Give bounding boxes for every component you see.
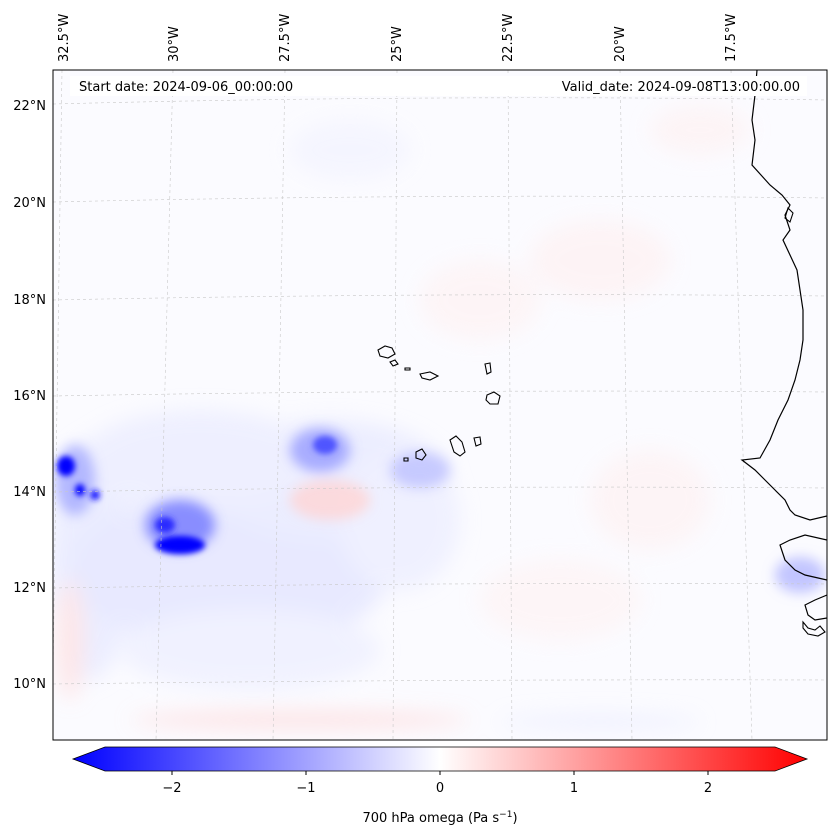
valid-date-text: Valid_date: 2024-09-08T13:00:00.00 bbox=[562, 80, 800, 95]
lon-label-22-5w: 22.5°W bbox=[501, 14, 516, 62]
colorbar-tick-1: 1 bbox=[570, 781, 578, 796]
colorbar-tick-minus-2: −2 bbox=[162, 781, 181, 796]
lon-label-25w: 25°W bbox=[390, 26, 405, 62]
longitude-labels: 32.5°W 30°W 27.5°W 25°W 22.5°W 20°W 17.5… bbox=[57, 14, 739, 62]
colorbar-tick-0: 0 bbox=[436, 781, 444, 796]
dakar-peninsula bbox=[784, 206, 794, 223]
colorbar-ticks: −2 −1 0 1 2 bbox=[162, 771, 712, 796]
lon-label-20w: 20°W bbox=[613, 26, 628, 62]
lat-label-20n: 20°N bbox=[13, 196, 46, 211]
guinea-bissau-coastline bbox=[804, 594, 827, 621]
map-panel: Start date: 2024-09-06_00:00:00 Valid_da… bbox=[53, 70, 827, 740]
omega-field bbox=[53, 105, 825, 730]
header-band bbox=[70, 76, 807, 96]
colorbar-tick-minus-1: −1 bbox=[296, 781, 315, 796]
colorbar: −2 −1 0 1 2 700 hPa omega (Pa s−1) bbox=[71, 746, 809, 826]
lat-label-14n: 14°N bbox=[13, 485, 46, 500]
gambia-coastline bbox=[779, 534, 827, 581]
latitude-labels: 22°N 20°N 18°N 16°N 14°N 12°N 10°N bbox=[13, 99, 46, 692]
lat-label-22n: 22°N bbox=[13, 99, 46, 114]
gridlines bbox=[53, 70, 827, 740]
cape-verde-islands bbox=[377, 345, 501, 462]
lon-label-32-5w: 32.5°W bbox=[57, 14, 72, 62]
lat-label-16n: 16°N bbox=[13, 389, 46, 404]
lon-label-30w: 30°W bbox=[167, 26, 182, 62]
colorbar-bar bbox=[71, 746, 809, 772]
west-africa-coastline bbox=[740, 70, 827, 521]
lat-label-18n: 18°N bbox=[13, 293, 46, 308]
lon-label-27-5w: 27.5°W bbox=[278, 14, 293, 62]
lat-label-12n: 12°N bbox=[13, 581, 46, 596]
bissagos-islands bbox=[802, 620, 826, 637]
lat-label-10n: 10°N bbox=[13, 677, 46, 692]
colorbar-label: 700 hPa omega (Pa s−1) bbox=[362, 810, 517, 826]
start-date-text: Start date: 2024-09-06_00:00:00 bbox=[79, 80, 293, 95]
lon-label-17-5w: 17.5°W bbox=[724, 14, 739, 62]
map-frame bbox=[52, 69, 828, 741]
colorbar-tick-2: 2 bbox=[704, 781, 712, 796]
